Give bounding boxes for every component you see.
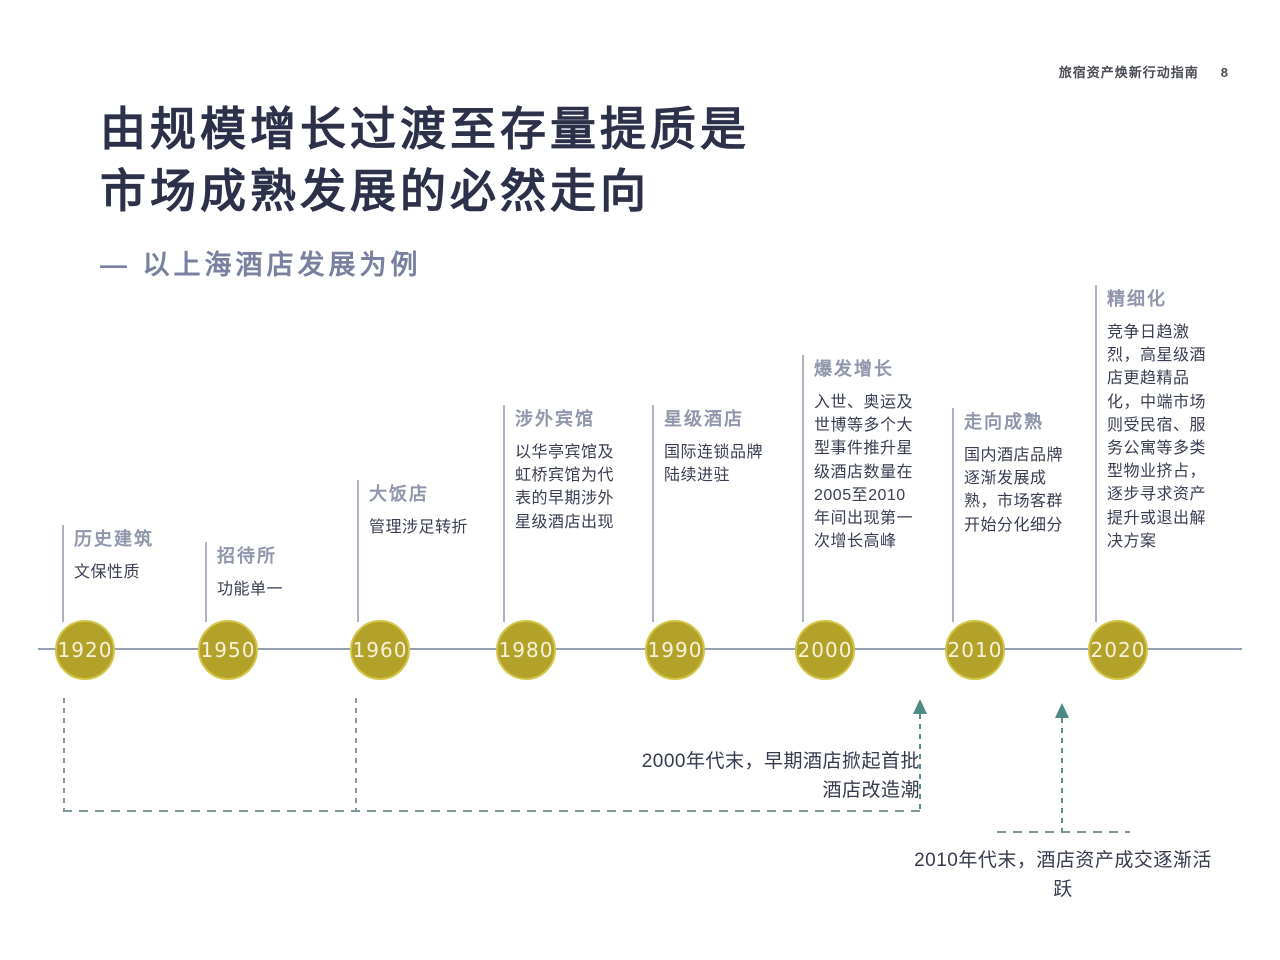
year-node-1990: 1990 [645,620,705,680]
milestone-label: 涉外宾馆 [515,409,595,429]
milestone-1980: 涉外宾馆 以华亭宾馆及虹桥宾馆为代表的早期涉外星级酒店出现 [503,405,615,622]
slide-title: 由规模增长过渡至存量提质是 市场成熟发展的必然走向 [100,98,750,222]
year-label: 2000 [797,638,853,662]
milestone-1990: 星级酒店 国际连锁品牌陆续进驻 [652,405,764,622]
year-node-2000: 2000 [795,620,855,680]
milestone-2010: 走向成熟 国内酒店品牌逐渐发展成熟，市场客群开始分化细分 [952,408,1070,622]
annotation1-mid-riser [355,698,357,810]
year-node-2010: 2010 [945,620,1005,680]
milestone-label: 大饭店 [369,484,429,504]
milestone-1950: 招待所 功能单一 [205,542,335,622]
annotation1-baseline [63,810,920,812]
milestone-1920: 历史建筑 文保性质 [62,525,192,622]
year-node-1960: 1960 [350,620,410,680]
document-title: 旅宿资产焕新行动指南 [1058,65,1199,80]
milestone-1960: 大饭店 管理涉足转折 [357,480,507,622]
slide-title-line2: 市场成熟发展的必然走向 [100,165,650,217]
milestone-label: 爆发增长 [814,359,894,379]
page-number: 8 [1220,65,1228,80]
year-node-1950: 1950 [198,620,258,680]
annotation1-text: 2000年代末，早期酒店掀起首批酒店改造潮 [641,751,920,801]
milestone-desc: 以华亭宾馆及虹桥宾馆为代表的早期涉外星级酒店出现 [515,444,615,531]
milestone-desc: 国际连锁品牌陆续进驻 [664,444,764,485]
year-label: 2020 [1090,638,1146,662]
milestone-2020: 精细化 竞争日趋激烈，高星级酒店更趋精品化，中端市场则受民宿、服务公寓等多类型物… [1095,285,1217,622]
year-label: 1950 [200,638,256,662]
annotation2-text: 2010年代末，酒店资产成交逐渐活跃 [914,850,1212,900]
year-label: 1980 [498,638,554,662]
arrow-up-icon [1055,703,1069,718]
annotation1-arrow-line [919,714,921,810]
slide-title-line1: 由规模增长过渡至存量提质是 [100,103,750,155]
year-label: 1920 [57,638,113,662]
milestone-desc: 竞争日趋激烈，高星级酒店更趋精品化，中端市场则受民宿、服务公寓等多类型物业挤占，… [1107,324,1207,550]
year-node-1980: 1980 [496,620,556,680]
annotation1-left-riser [63,698,65,810]
year-label: 2010 [947,638,1003,662]
milestone-label: 招待所 [217,546,277,566]
year-label: 1990 [647,638,703,662]
milestone-desc: 管理涉足转折 [369,519,469,536]
milestone-label: 历史建筑 [74,529,154,549]
arrow-up-icon [913,699,927,714]
annotation2-arrow-line [1061,718,1063,831]
slide-subtitle: — 以上海酒店发展为例 [100,250,422,280]
milestone-2000: 爆发增长 入世、奥运及世博等多个大型事件推升星级酒店数量在2005至2010年间… [802,355,918,622]
milestone-desc: 国内酒店品牌逐渐发展成熟，市场客群开始分化细分 [964,447,1064,534]
year-node-2020: 2020 [1088,620,1148,680]
timeline-axis [38,648,1242,650]
annotation2-baseline [997,831,1130,833]
page-header: 旅宿资产焕新行动指南 8 [1059,62,1228,81]
milestone-desc: 文保性质 [74,564,141,581]
milestone-desc: 功能单一 [217,581,284,598]
year-node-1920: 1920 [55,620,115,680]
year-label: 1960 [352,638,408,662]
milestone-desc: 入世、奥运及世博等多个大型事件推升星级酒店数量在2005至2010年间出现第一次… [814,394,914,551]
milestone-label: 精细化 [1107,289,1167,309]
milestone-label: 走向成熟 [964,412,1044,432]
milestone-label: 星级酒店 [664,409,744,429]
